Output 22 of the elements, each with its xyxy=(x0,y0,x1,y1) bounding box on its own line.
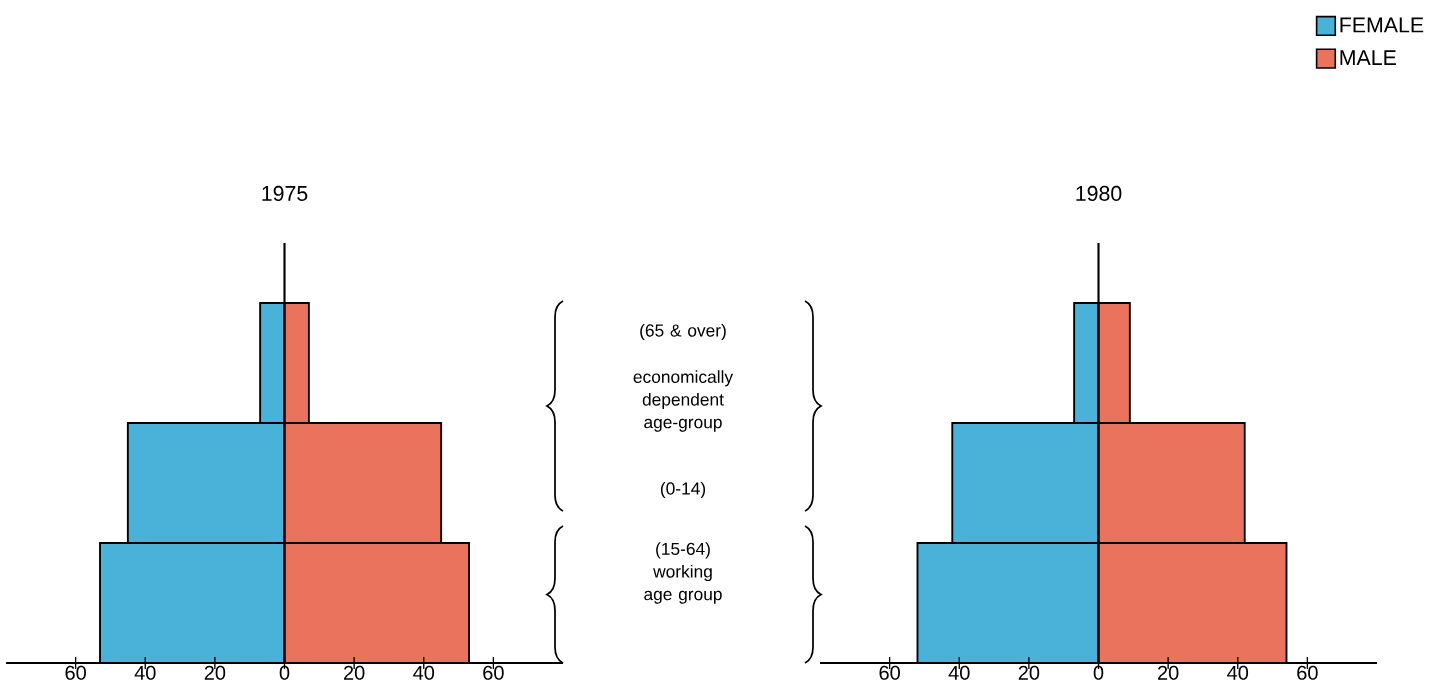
x-tick-label: 20 xyxy=(344,665,365,680)
text: (65 & over) xyxy=(640,323,726,341)
x-tick-label: 40 xyxy=(413,665,435,680)
text: (15-64) working age group xyxy=(644,542,722,604)
text: economically dependent age-group xyxy=(633,370,734,432)
chart-title: 1975 xyxy=(262,185,308,201)
x-tick-label: 60 xyxy=(483,665,504,680)
x-tick-label: 60 xyxy=(879,665,900,680)
x-tick-label: 0 xyxy=(1093,665,1104,680)
chart-title: 1980 xyxy=(1076,185,1122,201)
x-tick-label: 40 xyxy=(948,665,970,680)
x-tick-label: 60 xyxy=(65,665,86,680)
x-tick-label: 40 xyxy=(1227,665,1249,680)
legend-label: FEMALE xyxy=(1340,17,1424,33)
legend-label: MALE xyxy=(1340,50,1396,65)
x-tick-label: 60 xyxy=(1297,665,1318,680)
x-tick-label: 0 xyxy=(279,665,290,680)
x-tick-label: 20 xyxy=(1158,665,1179,680)
x-tick-label: 20 xyxy=(204,665,226,680)
text: (0-14) xyxy=(660,481,706,499)
x-tick-label: 40 xyxy=(134,665,156,680)
x-tick-label: 20 xyxy=(1018,665,1040,680)
